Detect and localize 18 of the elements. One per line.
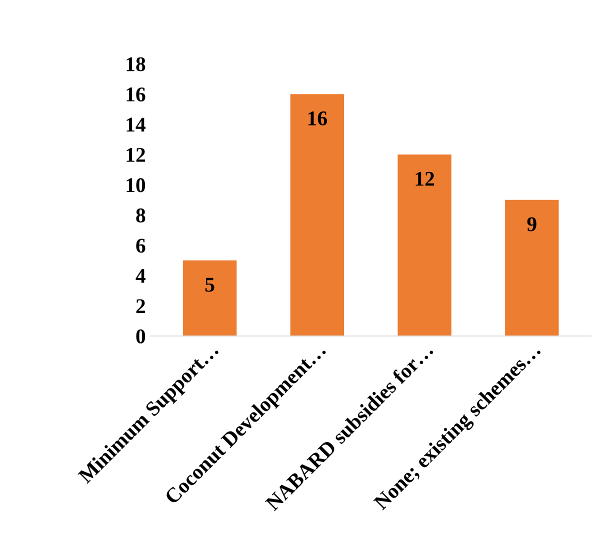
y-tick-label: 0 xyxy=(136,329,146,344)
data-label: 5 xyxy=(205,278,214,292)
bar xyxy=(182,260,237,336)
bar xyxy=(398,154,452,336)
data-label: 9 xyxy=(527,217,536,232)
y-tick-label: 4 xyxy=(136,269,146,283)
bar xyxy=(505,200,559,336)
y-tick-label: 6 xyxy=(136,238,146,253)
y-tick-label: 2 xyxy=(136,299,145,313)
data-label: 12 xyxy=(416,172,434,186)
y-tick-label: 16 xyxy=(126,88,146,102)
y-tick-label: 8 xyxy=(136,208,146,222)
data-label: 16 xyxy=(308,111,327,126)
y-tick-label: 18 xyxy=(126,57,146,72)
bar xyxy=(290,94,344,336)
y-tick-label: 12 xyxy=(126,148,145,162)
y-tick-label: 10 xyxy=(126,178,146,192)
y-tick-label: 14 xyxy=(126,118,146,132)
